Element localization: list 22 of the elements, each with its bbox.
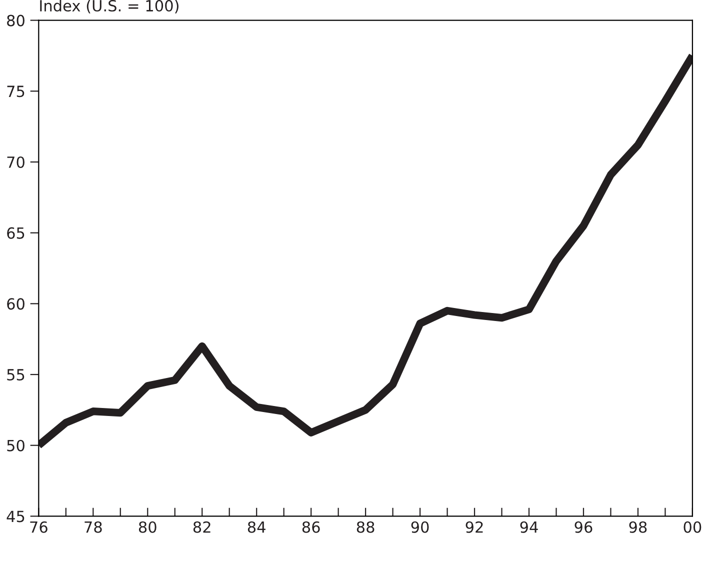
- y-tick-label: 80: [7, 14, 24, 26]
- y-tick-label: 70: [7, 156, 24, 168]
- x-tick-label: 86: [302, 521, 320, 533]
- y-tick-label: 65: [7, 227, 24, 239]
- x-tick-label: 00: [684, 521, 702, 533]
- x-tick-label: 88: [356, 521, 374, 533]
- x-tick-label: 84: [248, 521, 266, 533]
- x-tick-label: 96: [574, 521, 592, 533]
- x-tick-label: 98: [629, 521, 647, 533]
- y-tick-label: 60: [7, 298, 24, 310]
- y-tick-label: 75: [7, 86, 24, 98]
- y-tick-label: 55: [7, 369, 24, 381]
- x-tick-label: 80: [138, 521, 156, 533]
- x-tick-label: 92: [466, 521, 483, 533]
- x-tick-label: 78: [84, 521, 102, 533]
- x-tick-label: 82: [193, 521, 210, 533]
- x-tick-label: 90: [411, 521, 429, 533]
- y-tick-label: 45: [6, 510, 24, 522]
- y-axis-title: Index (U.S. = 100): [40, 0, 178, 14]
- x-tick-label: 76: [30, 521, 48, 533]
- y-tick-label: 50: [7, 440, 24, 452]
- x-tick-label: 94: [520, 521, 538, 533]
